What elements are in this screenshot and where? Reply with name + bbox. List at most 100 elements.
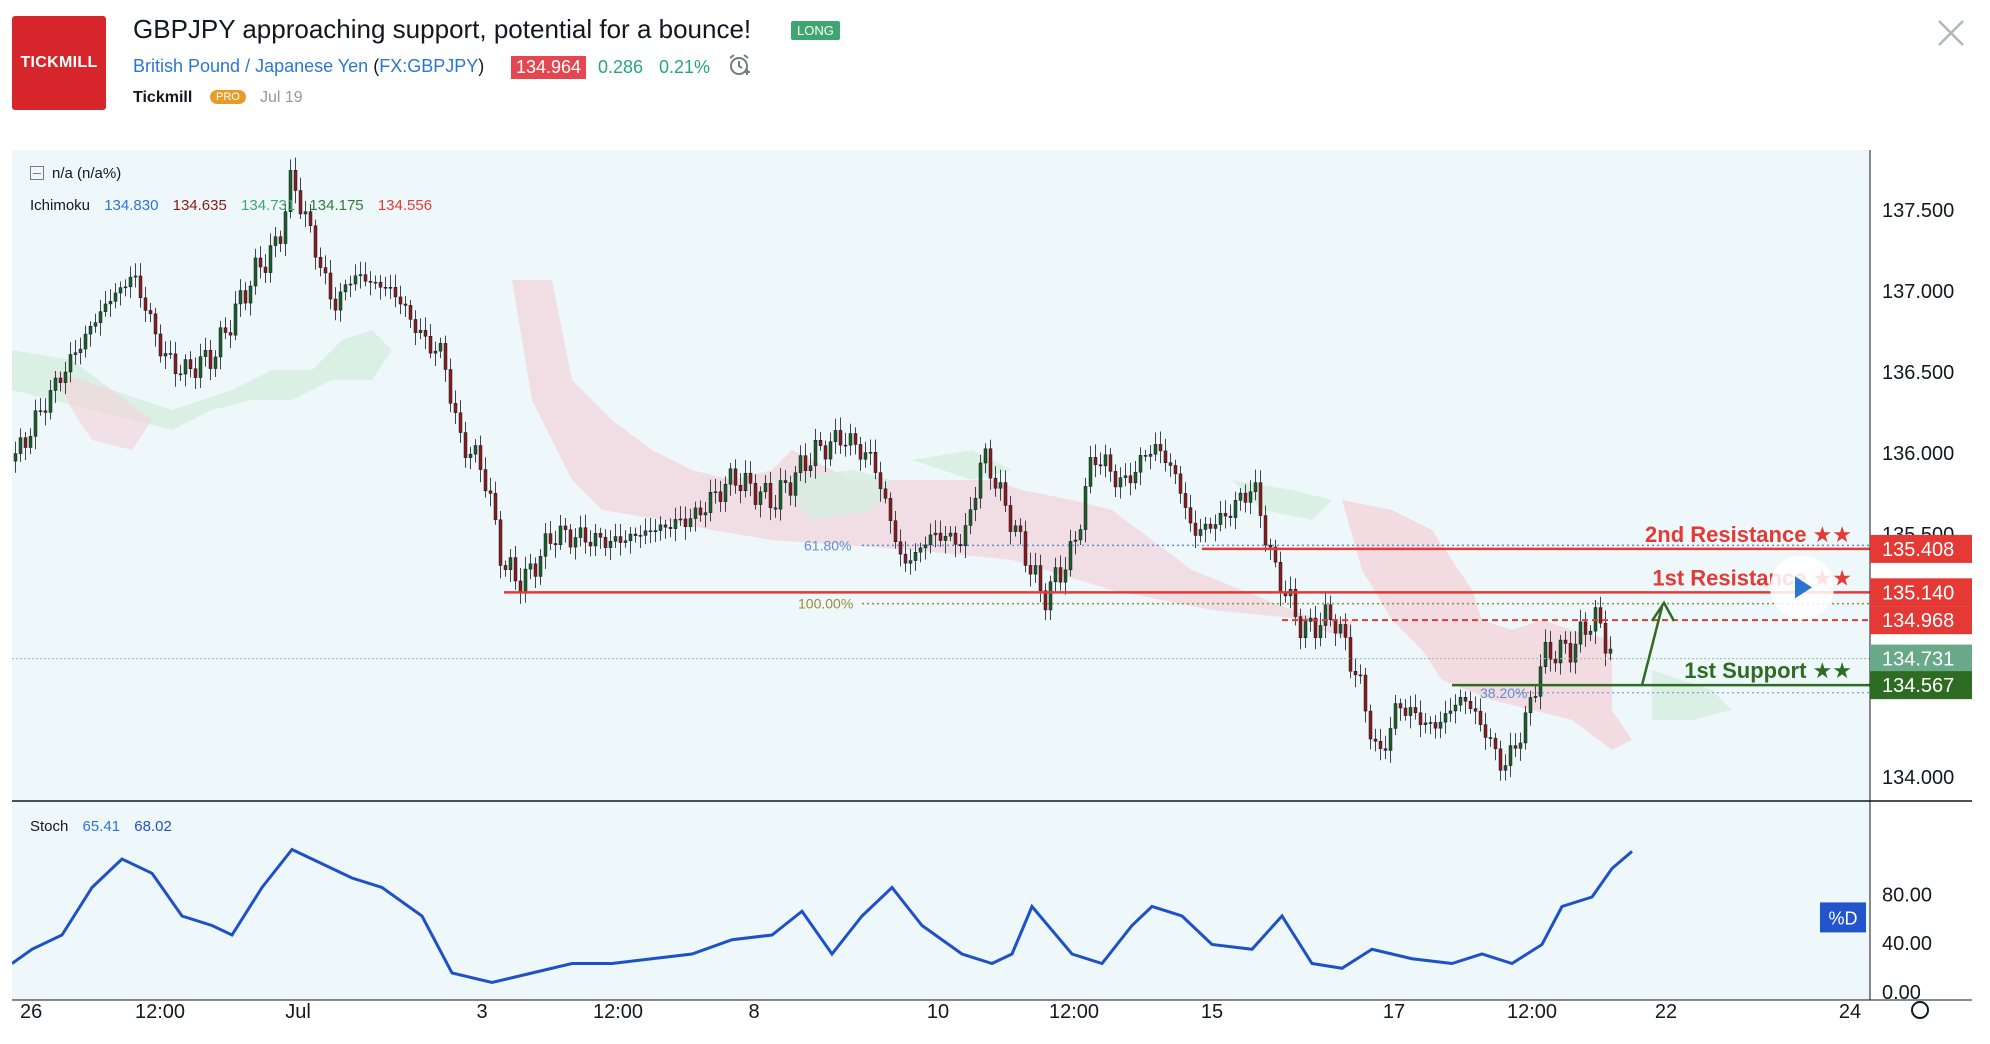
candle-body [1358, 674, 1363, 677]
candle-body [83, 333, 88, 350]
candle-body [933, 532, 938, 536]
candle-body [238, 290, 243, 305]
candle-body [588, 541, 593, 547]
candle-body [358, 274, 363, 276]
candle-body [1093, 457, 1098, 466]
candle-body [873, 452, 878, 473]
time-axis-label: 12:00 [1507, 1001, 1557, 1020]
price-tag-label: 135.408 [1882, 539, 1954, 561]
candle-body [248, 285, 253, 304]
candle-body [1138, 455, 1143, 473]
candle-body [938, 532, 943, 541]
candle-body [103, 303, 108, 312]
settings-gear-icon[interactable] [1911, 1001, 1929, 1019]
candle-body [1283, 592, 1288, 597]
candle-body [1413, 707, 1418, 714]
candle-body [853, 433, 858, 445]
alarm-clock-icon[interactable] [726, 52, 752, 78]
candle-body [1513, 745, 1518, 749]
candle-body [1488, 737, 1493, 739]
candle-body [1183, 493, 1188, 508]
candle-body [1398, 703, 1403, 709]
candle-body [408, 305, 413, 320]
candle-body [1173, 465, 1178, 475]
candle-body [668, 526, 673, 529]
candle-body [1258, 482, 1263, 516]
candle-body [418, 330, 423, 333]
candle-body [1348, 637, 1353, 672]
candle-body [1148, 453, 1153, 457]
fib-618-label: 61.80% [804, 537, 851, 553]
candle-body [1028, 565, 1033, 575]
candle-body [403, 303, 408, 306]
candle-body [1458, 697, 1463, 706]
price-tag-label: 134.968 [1882, 610, 1954, 632]
broker-logo[interactable]: TICKMILL [12, 16, 106, 110]
price-axis-label: 137.500 [1882, 200, 1954, 222]
axes: 137.500137.000136.500136.000135.500134.0… [20, 200, 1972, 1020]
candle-body [673, 519, 678, 529]
candlestick-series [13, 157, 1613, 781]
candle-body [1493, 737, 1498, 750]
main-series-legend[interactable]: n/a (n/a%) [30, 165, 121, 182]
candle-body [293, 170, 298, 191]
candle-body [833, 430, 838, 442]
candle-body [328, 272, 333, 300]
candle-body [728, 468, 733, 485]
logo-text: TICKMILL [20, 54, 98, 71]
candle-body [1453, 704, 1458, 712]
candle-body [313, 225, 318, 258]
candle-body [698, 507, 703, 516]
stoch-axis-label: 40.00 [1882, 933, 1932, 955]
time-axis-label: 26 [20, 1001, 42, 1020]
candle-body [638, 535, 643, 537]
candle-body [1268, 544, 1273, 548]
candle-body [843, 444, 848, 447]
play-icon[interactable] [1795, 576, 1812, 599]
candle-body [828, 441, 833, 460]
candle-body [1373, 738, 1378, 742]
candle-body [648, 530, 653, 533]
price-change-pct: 0.21% [659, 57, 711, 77]
candle-body [1388, 728, 1393, 751]
symbol-name-link[interactable]: British Pound / Japanese Yen [133, 56, 369, 76]
candle-body [708, 491, 713, 513]
price-chart[interactable]: 61.80% 100.00% 38.20% 2nd Resistance ★★ 1st … [12, 150, 1972, 1020]
candle-body [383, 287, 388, 289]
time-axis-label: 15 [1201, 1001, 1223, 1020]
author-name[interactable]: Tickmill [133, 89, 193, 106]
candle-body [378, 281, 383, 288]
time-axis-label: 3 [476, 1001, 487, 1020]
candle-body [968, 509, 973, 526]
stoch-pane [12, 802, 1870, 1000]
candle-body [228, 332, 233, 336]
candle-body [1263, 515, 1268, 546]
candle-body [953, 532, 958, 545]
candle-body [823, 445, 828, 460]
ichimoku-value: 134.556 [377, 197, 433, 214]
price-axis-label: 136.500 [1882, 362, 1954, 384]
candle-body [943, 535, 948, 541]
candle-body [1603, 622, 1608, 654]
candle-body [308, 211, 313, 226]
collapse-icon[interactable] [30, 166, 44, 180]
candle-body [353, 275, 358, 285]
close-icon[interactable] [1936, 18, 1966, 48]
symbol-code-link[interactable]: FX:GBPJPY [379, 56, 479, 76]
ichimoku-legend[interactable]: Ichimoku 134.830 134.635 134.731 134.175… [30, 197, 442, 214]
candle-body [803, 455, 808, 471]
stoch-legend[interactable]: Stoch 65.41 68.02 [30, 818, 182, 835]
candle-body [373, 281, 378, 284]
candle-body [218, 327, 223, 358]
candle-body [613, 536, 618, 542]
candle-body [703, 512, 708, 516]
candle-body [793, 472, 798, 496]
candle-body [1473, 708, 1478, 712]
candle-body [863, 452, 868, 460]
candle-body [398, 296, 403, 305]
candle-body [1563, 639, 1568, 644]
candle-body [1163, 450, 1168, 463]
candle-body [48, 390, 53, 413]
candle-body [1143, 455, 1148, 457]
candle-body [1133, 471, 1138, 484]
